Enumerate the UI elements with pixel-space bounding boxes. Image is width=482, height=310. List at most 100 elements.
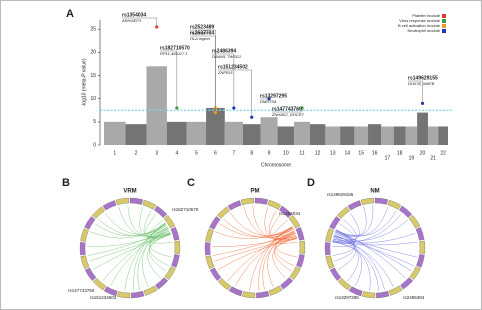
ideogram-segment [171,254,180,268]
ideogram-segment [142,199,157,210]
link [87,228,169,256]
gene-label: ZNF815 [217,70,233,75]
chromosome-column [427,126,439,145]
chromosome-column [206,107,225,145]
link [92,234,171,270]
link [332,213,402,243]
x-tick-label: 9 [268,150,271,156]
link [264,206,297,240]
y-tick-label: 25 [90,27,96,33]
ideogram-segment [288,215,301,229]
ideogram-segment [164,266,176,280]
link [335,230,412,272]
ideogram-segment [408,215,421,229]
x-tick-label: 12 [315,150,321,156]
panel-letter: D [307,177,315,189]
x-tick-label: 6 [214,150,217,156]
legend-swatch [442,29,446,33]
chromosome-column [277,126,295,145]
link [332,232,416,244]
ideogram-segment [374,197,388,205]
chromosome-column [166,121,187,145]
ideogram-segment [416,254,425,268]
x-tick-label: 13 [330,150,336,156]
ideogram-segment [154,205,168,218]
chromosome-column [438,126,448,145]
link [133,223,166,291]
ideogram-segment [388,285,403,296]
chromosome-column [417,112,428,145]
snp-label: rs2486394 [403,295,425,300]
snp-label: rs151234502 [90,295,117,300]
y-axis-label: -log10 (meta-P value) [81,58,87,106]
ideogram-segment [409,266,421,280]
ideogram-segment [337,206,350,219]
snp-point [300,106,304,110]
y-tick-label: 10 [90,96,96,102]
ideogram-segment [102,200,117,211]
chromosome-column [405,126,418,145]
ideogram-segment [360,197,374,206]
link [333,237,394,287]
snp-point [232,106,236,110]
ideogram-segment [347,200,362,211]
ideogram-segment [131,290,145,299]
ideogram-segment [170,227,180,241]
snp-label: rs182710570 [172,207,199,212]
chromosome-column [125,124,147,145]
ideogram-segment [217,278,231,291]
x-tick-label: 17 [385,155,391,161]
snp-label: rs13297295 [335,295,359,300]
link [333,234,362,287]
ideogram-segment [256,290,270,299]
snp-label: rs2523489 [190,24,214,30]
chromosome-column [325,126,341,145]
snp-point [420,101,425,105]
snp-label: rs2486394 [212,48,236,54]
ideogram-segment [279,205,293,218]
chromosome-column [260,117,278,145]
x-tick-label: 8 [250,150,253,156]
panel-title: VRM [123,189,136,195]
ideogram-segment [242,291,256,299]
link [332,241,371,291]
ideogram-segment [289,266,301,280]
chromosome-column [340,126,355,145]
y-tick-label: 5 [93,119,96,125]
x-tick-label: 19 [409,155,415,161]
snp-label: rs2637734 [190,30,214,36]
panel-letter: C [187,177,195,189]
snp-label: rs1354034 [122,12,146,18]
x-tick-label: 22 [440,150,446,156]
panel-title: PM [251,189,260,195]
gene-label: RP11-466J17.1 [160,51,188,56]
gene-label: DMRT3A [260,99,277,104]
ideogram-segment [174,240,181,254]
ideogram-segment [329,216,341,230]
ideogram-segment [209,267,222,281]
link [217,238,297,270]
snp-point [213,110,218,115]
link [258,226,293,291]
x-axis-label: Chromosome [261,162,291,168]
ideogram-segment [254,197,268,205]
snp-label: rs149629155 [327,192,354,197]
ideogram-segment [240,197,254,206]
ideogram-segment [325,255,335,269]
link [332,241,380,291]
ideogram-segment [103,286,118,297]
link [98,218,169,237]
ideogram-segment [117,291,131,299]
x-tick-label: 1 [113,150,116,156]
ideogram-segment [92,206,105,219]
link [124,222,166,291]
x-tick-label: 11 [299,150,304,156]
ideogram-segment [296,254,305,268]
ideogram-segment [163,215,176,229]
ideogram-segment [325,228,334,242]
link [148,233,171,272]
legend-label: Neutrophil module [408,28,441,33]
ideogram-segment [92,278,106,291]
link [274,232,296,267]
